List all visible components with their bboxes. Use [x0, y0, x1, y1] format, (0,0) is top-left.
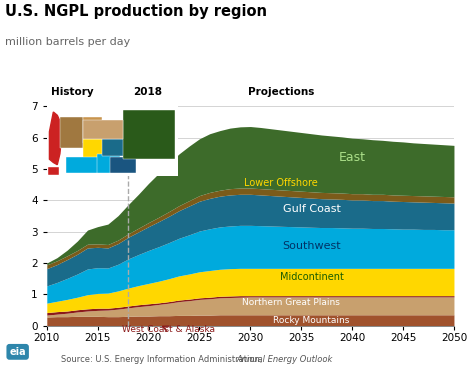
Text: U.S. NGPL production by region: U.S. NGPL production by region	[5, 4, 267, 19]
Bar	[102, 139, 125, 156]
Text: Northern Great Plains: Northern Great Plains	[242, 298, 340, 307]
Polygon shape	[50, 112, 63, 165]
Bar	[83, 139, 110, 159]
Bar	[83, 117, 102, 143]
Text: Gulf Coast: Gulf Coast	[283, 204, 340, 214]
Bar	[83, 120, 123, 139]
Text: History: History	[51, 87, 94, 97]
Text: Annual Energy Outlook: Annual Energy Outlook	[236, 355, 333, 364]
Bar	[96, 154, 120, 173]
Text: Projections: Projections	[248, 87, 314, 97]
Bar	[48, 167, 58, 175]
Text: Lower Offshore: Lower Offshore	[244, 178, 318, 188]
Text: West Coast & Alaska: West Coast & Alaska	[123, 325, 215, 334]
Bar	[66, 157, 99, 173]
Text: Rocky Mountains: Rocky Mountains	[273, 316, 350, 325]
Text: Midcontinent: Midcontinent	[279, 272, 344, 283]
Bar	[60, 117, 83, 148]
Bar	[110, 157, 136, 173]
Text: Southwest: Southwest	[282, 241, 341, 251]
Text: Source: U.S. Energy Information Administration,: Source: U.S. Energy Information Administ…	[61, 355, 265, 364]
Text: million barrels per day: million barrels per day	[5, 37, 130, 46]
Bar	[123, 110, 175, 159]
Text: East: East	[339, 152, 366, 164]
Text: eia: eia	[9, 347, 26, 357]
Text: 2018: 2018	[133, 87, 162, 97]
